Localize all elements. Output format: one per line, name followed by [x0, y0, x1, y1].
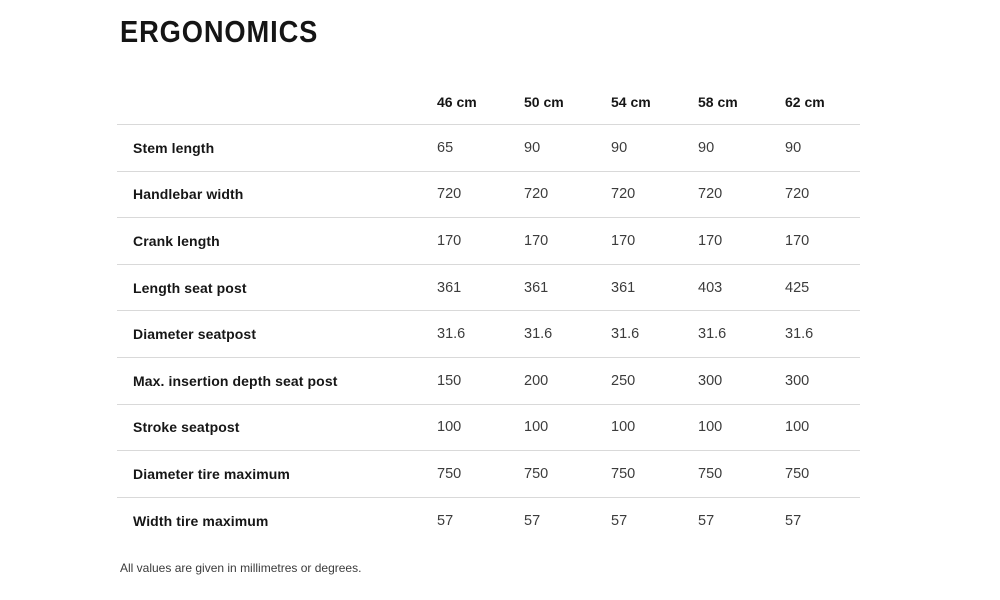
value-cell: 720	[524, 186, 549, 203]
value-cell: 720	[698, 186, 723, 203]
value-cell: 57	[611, 512, 628, 529]
value-cell: 250	[611, 372, 636, 389]
value-cell: 170	[785, 232, 810, 249]
row-label: Crank length	[133, 232, 220, 249]
value-cell: 31.6	[524, 326, 553, 343]
column-header: 58 cm	[698, 93, 738, 110]
value-cell: 361	[524, 279, 549, 296]
row-label: Stem length	[133, 139, 215, 156]
value-cell: 90	[524, 139, 541, 156]
column-header: 62 cm	[785, 93, 825, 110]
value-cell: 100	[698, 419, 723, 436]
row-label: Max. insertion depth seat post	[133, 372, 338, 389]
value-cell: 100	[611, 419, 636, 436]
value-cell: 750	[611, 465, 636, 482]
value-cell: 90	[785, 139, 802, 156]
value-cell: 361	[437, 279, 462, 296]
value-cell: 300	[698, 372, 723, 389]
value-cell: 425	[785, 279, 810, 296]
table-row: Width tire maximum 57 57 57 57 57	[117, 498, 860, 544]
value-cell: 100	[437, 419, 462, 436]
value-cell: 170	[437, 232, 462, 249]
value-cell: 57	[524, 512, 541, 529]
spec-table: 46 cm 50 cm 54 cm 58 cm 62 cm Stem length 65…	[117, 79, 860, 544]
value-cell: 170	[611, 232, 636, 249]
value-cell: 361	[611, 279, 636, 296]
table-header-row: 46 cm 50 cm 54 cm 58 cm 62 cm	[117, 79, 860, 125]
value-cell: 31.6	[785, 326, 814, 343]
value-cell: 150	[437, 372, 462, 389]
row-label: Diameter tire maximum	[133, 465, 290, 482]
column-header: 54 cm	[611, 93, 651, 110]
value-cell: 100	[785, 419, 810, 436]
row-label: Stroke seatpost	[133, 419, 240, 436]
row-label: Diameter seatpost	[133, 326, 257, 343]
row-label: Length seat post	[133, 279, 247, 296]
value-cell: 31.6	[698, 326, 727, 343]
value-cell: 720	[785, 186, 810, 203]
table-row: Crank length 170 170 170 170 170	[117, 218, 860, 265]
table-row: Stem length 65 90 90 90 90	[117, 125, 860, 172]
value-cell: 65	[437, 139, 454, 156]
value-cell: 90	[611, 139, 628, 156]
value-cell: 57	[785, 512, 802, 529]
value-cell: 750	[524, 465, 549, 482]
value-cell: 750	[785, 465, 810, 482]
value-cell: 300	[785, 372, 810, 389]
value-cell: 170	[698, 232, 723, 249]
value-cell: 750	[698, 465, 723, 482]
table-row: Handlebar width 720 720 720 720 720	[117, 172, 860, 219]
value-cell: 403	[698, 279, 723, 296]
value-cell: 100	[524, 419, 549, 436]
value-cell: 31.6	[611, 326, 640, 343]
value-cell: 750	[437, 465, 462, 482]
value-cell: 57	[437, 512, 454, 529]
value-cell: 720	[437, 186, 462, 203]
value-cell: 720	[611, 186, 636, 203]
table-row: Max. insertion depth seat post 150 200 250…	[117, 358, 860, 405]
page-title: ERGONOMICS	[120, 14, 319, 49]
table-row: Diameter seatpost 31.6 31.6 31.6 31.6 31.6	[117, 311, 860, 358]
column-header: 46 cm	[437, 93, 477, 110]
value-cell: 200	[524, 372, 549, 389]
table-row: Length seat post 361 361 361 403 425	[117, 265, 860, 312]
table-footnote: All values are given in millimetres or d…	[120, 561, 362, 575]
value-cell: 57	[698, 512, 715, 529]
value-cell: 170	[524, 232, 549, 249]
value-cell: 31.6	[437, 326, 466, 343]
column-header: 50 cm	[524, 93, 564, 110]
row-label: Width tire maximum	[133, 512, 269, 529]
value-cell: 90	[698, 139, 715, 156]
table-row: Stroke seatpost 100 100 100 100 100	[117, 405, 860, 452]
row-label: Handlebar width	[133, 186, 244, 203]
table-row: Diameter tire maximum 750 750 750 750 750	[117, 451, 860, 498]
